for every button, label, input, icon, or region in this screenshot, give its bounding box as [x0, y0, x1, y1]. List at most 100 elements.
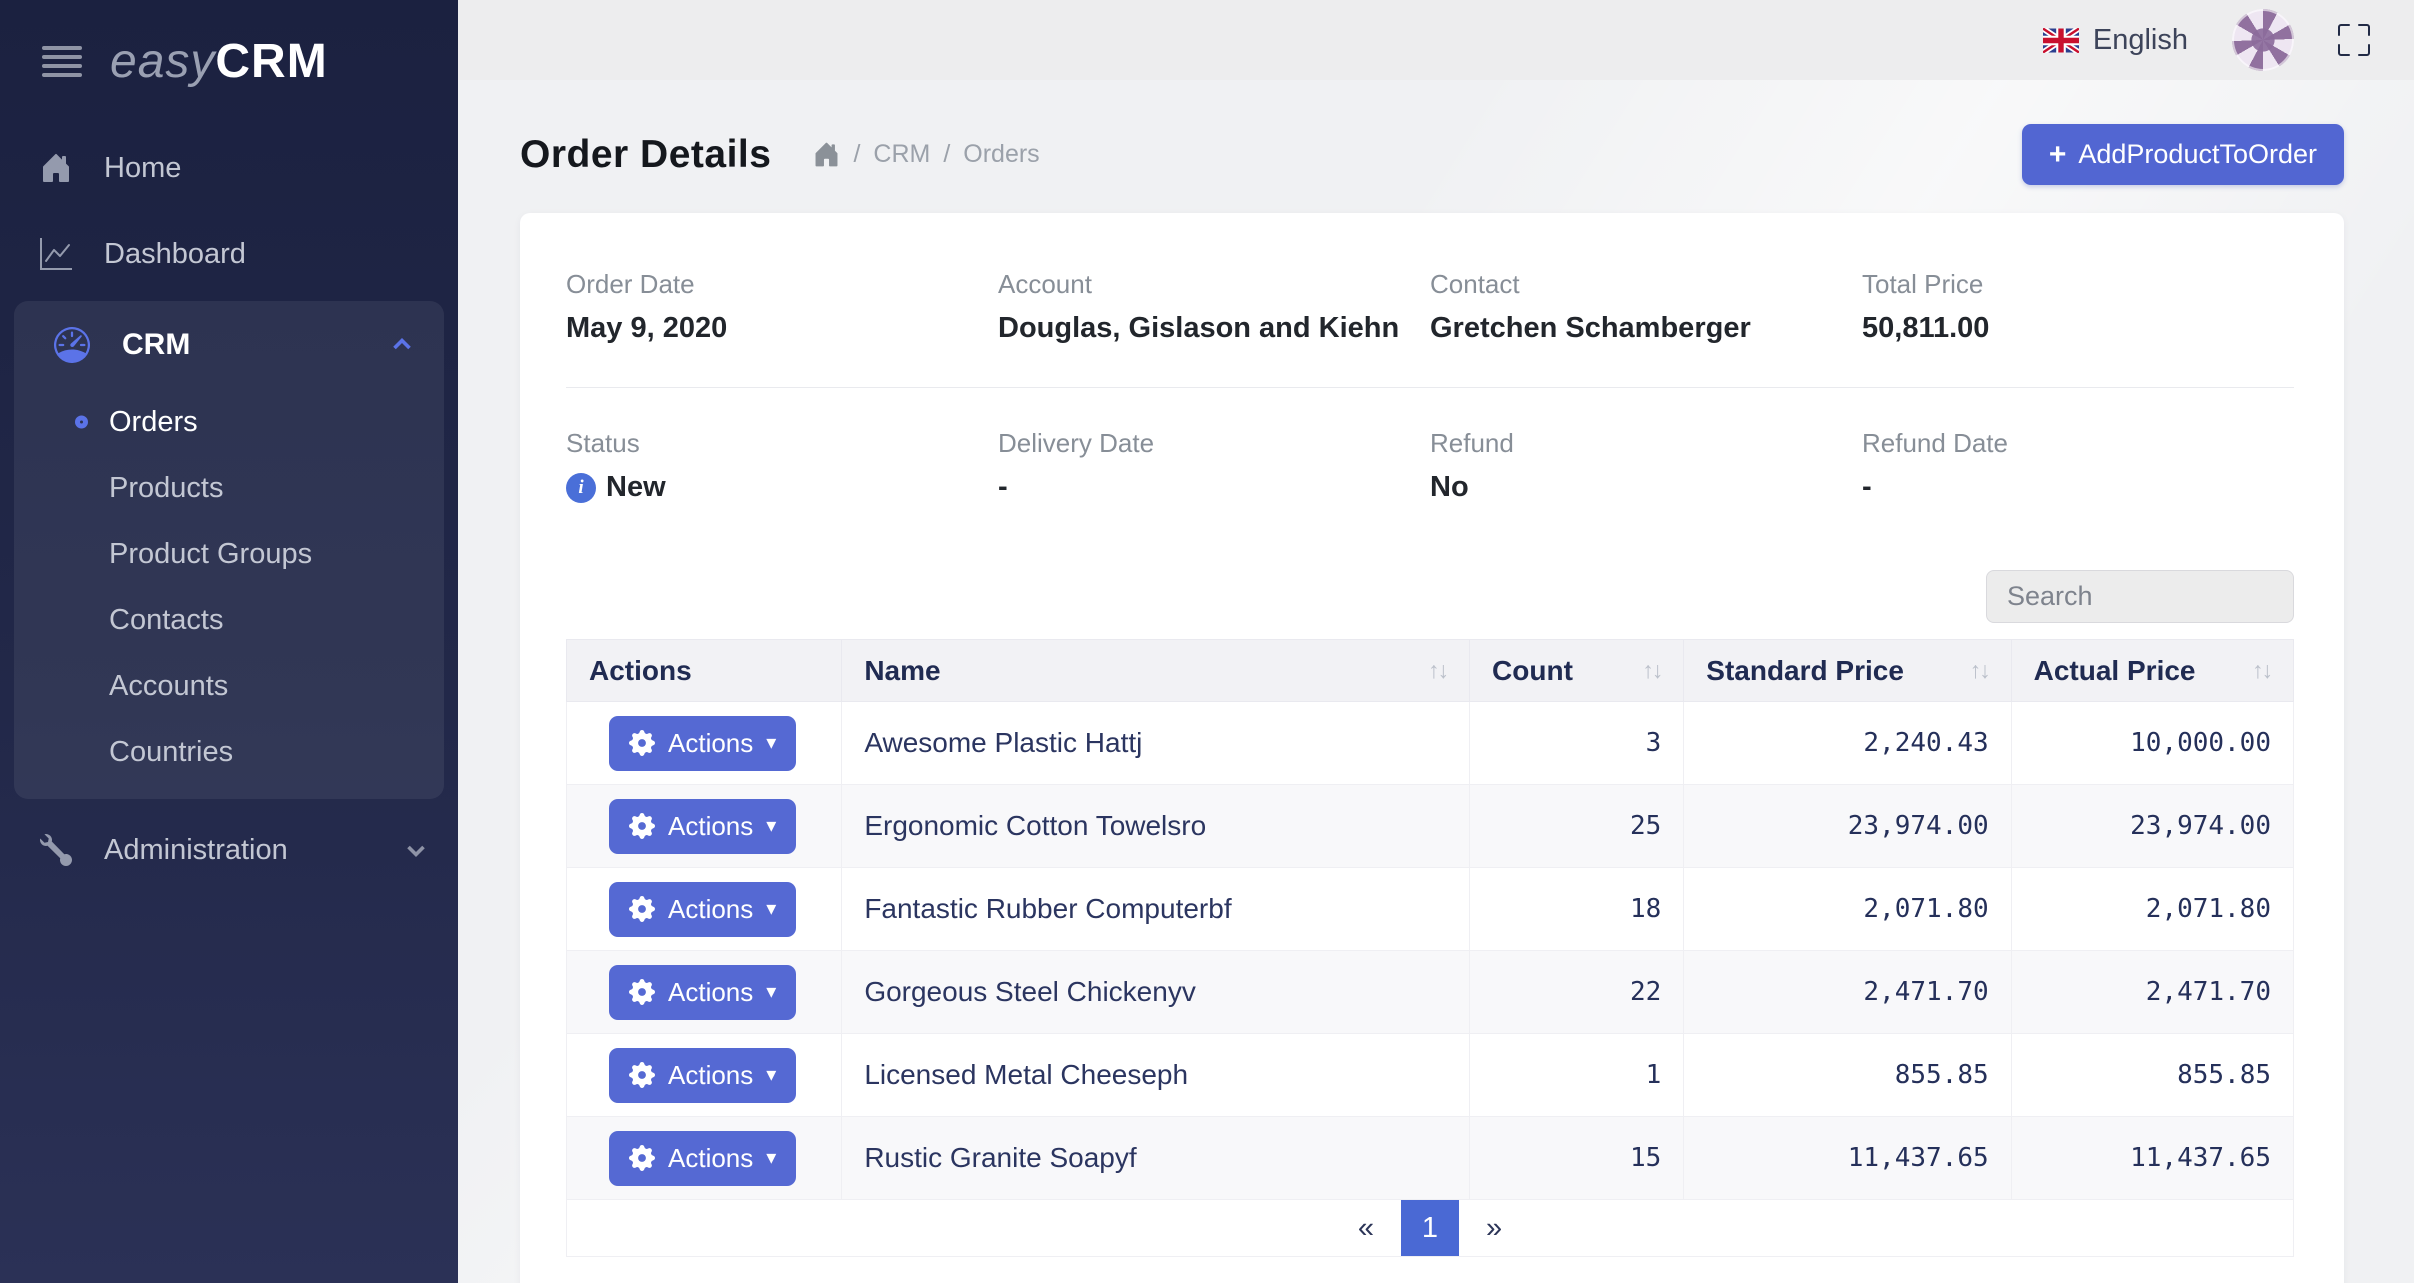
breadcrumb: / CRM / Orders	[813, 140, 1040, 169]
add-button-label: AddProductToOrder	[2078, 139, 2317, 169]
gear-icon	[629, 1145, 655, 1171]
field-value: No	[1430, 471, 1469, 503]
gear-icon	[629, 1062, 655, 1088]
caret-down-icon: ▾	[766, 1064, 777, 1086]
fullscreen-button[interactable]	[2338, 24, 2370, 56]
brand-light: easy	[110, 35, 216, 88]
sort-icon: ↑↓	[1428, 657, 1449, 683]
gauge-icon	[54, 327, 90, 363]
pagination-prev-button[interactable]: «	[1357, 1211, 1374, 1244]
language-selector[interactable]: English	[2042, 23, 2188, 57]
pagination-next-button[interactable]: »	[1486, 1211, 1503, 1244]
order-field-refund: Refund No	[1430, 428, 1862, 504]
row-actions-button[interactable]: Actions ▾	[609, 1130, 797, 1186]
sidebar-item-label: Orders	[109, 405, 198, 438]
product-name: Ergonomic Cotton Towelsro	[841, 784, 1471, 868]
sidebar-item-home[interactable]: Home	[0, 125, 458, 211]
table-row: Actions ▾ Rustic Granite Soapyf 15 11,437…	[565, 1116, 2295, 1200]
field-label: Refund Date	[1862, 428, 2008, 458]
user-avatar[interactable]	[2232, 9, 2294, 71]
column-header-name[interactable]: Name ↑↓	[841, 639, 1471, 702]
field-value: May 9, 2020	[566, 312, 728, 344]
sidebar: easyCRM Home Dashboard CRM Orders Produc…	[0, 0, 458, 1283]
gear-icon	[629, 979, 655, 1005]
column-header-count[interactable]: Count ↑↓	[1469, 639, 1685, 702]
sidebar-item-label: Contacts	[109, 603, 224, 636]
gear-icon	[629, 813, 655, 839]
field-label: Status	[566, 428, 640, 458]
dashboard-chart-icon	[40, 238, 72, 270]
sidebar-item-crm[interactable]: CRM	[14, 301, 444, 389]
field-value: Gretchen Schamberger	[1430, 312, 1751, 344]
pagination: « 1 »	[566, 1200, 2294, 1257]
product-count: 3	[1469, 701, 1685, 785]
column-header-standard-price[interactable]: Standard Price ↑↓	[1683, 639, 2012, 702]
order-field-refund-date: Refund Date -	[1862, 428, 2294, 504]
breadcrumb-separator: /	[943, 140, 951, 168]
sort-icon: ↑↓	[1642, 657, 1663, 683]
order-field-total-price: Total Price 50,811.00	[1862, 269, 2294, 345]
sidebar-item-administration[interactable]: Administration	[0, 805, 458, 895]
product-count: 25	[1469, 784, 1685, 868]
product-actual-price: 855.85	[2010, 1033, 2295, 1117]
home-icon	[43, 153, 69, 182]
sidebar-item-contacts[interactable]: Contacts	[14, 587, 444, 653]
sidebar-item-dashboard[interactable]: Dashboard	[0, 211, 458, 297]
product-count: 1	[1469, 1033, 1685, 1117]
row-actions-button[interactable]: Actions ▾	[609, 1047, 797, 1103]
sort-icon: ↑↓	[1969, 657, 1991, 683]
sidebar-item-product-groups[interactable]: Product Groups	[14, 521, 444, 587]
caret-down-icon: ▾	[766, 815, 777, 837]
breadcrumb-home-icon[interactable]	[813, 141, 840, 168]
product-name: Gorgeous Steel Chickenyv	[841, 950, 1471, 1034]
fullscreen-icon	[2338, 24, 2370, 56]
sidebar-item-label: Countries	[109, 735, 234, 768]
product-name: Rustic Granite Soapyf	[841, 1116, 1471, 1200]
caret-down-icon: ▾	[766, 1147, 777, 1169]
gear-icon	[629, 730, 655, 756]
sidebar-item-products[interactable]: Products	[14, 455, 444, 521]
product-count: 18	[1469, 867, 1685, 951]
sidebar-item-accounts[interactable]: Accounts	[14, 653, 444, 719]
chevron-down-icon	[407, 845, 425, 858]
column-header-actions: Actions	[565, 639, 843, 702]
topbar: English	[458, 0, 2414, 80]
row-actions-button[interactable]: Actions ▾	[609, 964, 797, 1020]
field-label: Order Date	[566, 269, 695, 299]
order-field-order-date: Order Date May 9, 2020	[566, 269, 998, 345]
field-value: Douglas, Gislason and Kiehn	[998, 312, 1400, 344]
add-product-to-order-button[interactable]: + AddProductToOrder	[2021, 124, 2344, 185]
row-actions-button[interactable]: Actions ▾	[609, 715, 797, 771]
sidebar-item-orders[interactable]: Orders	[14, 389, 444, 455]
caret-down-icon: ▾	[766, 898, 777, 920]
uk-flag-icon	[2042, 27, 2079, 53]
sidebar-item-label: Product Groups	[109, 537, 313, 570]
breadcrumb-crm[interactable]: CRM	[873, 140, 931, 168]
menu-toggle-icon[interactable]	[42, 46, 82, 77]
field-label: Contact	[1430, 269, 1520, 299]
caret-down-icon: ▾	[766, 732, 777, 754]
search-input[interactable]	[1986, 570, 2294, 623]
product-standard-price: 2,471.70	[1683, 950, 2012, 1034]
active-bullet-icon	[75, 415, 88, 429]
field-value: -	[1862, 471, 1872, 503]
product-name: Fantastic Rubber Computerbf	[841, 867, 1471, 951]
wrench-icon	[40, 834, 72, 866]
product-actual-price: 2,071.80	[2010, 867, 2295, 951]
status-value: New	[606, 471, 666, 503]
sidebar-item-label: Administration	[104, 833, 288, 866]
row-actions-button[interactable]: Actions ▾	[609, 798, 797, 854]
row-actions-button[interactable]: Actions ▾	[609, 881, 797, 937]
field-label: Total Price	[1862, 269, 1984, 299]
pagination-page-1[interactable]: 1	[1401, 1200, 1459, 1256]
sort-icon: ↑↓	[2252, 657, 2273, 683]
info-icon: i	[566, 472, 596, 503]
main-content: Order Details / CRM / Orders + AddProduc…	[458, 80, 2414, 1283]
sidebar-item-countries[interactable]: Countries	[14, 719, 444, 785]
breadcrumb-orders[interactable]: Orders	[963, 140, 1040, 168]
language-label: English	[2092, 23, 2188, 56]
product-name: Licensed Metal Cheeseph	[841, 1033, 1471, 1117]
product-standard-price: 2,240.43	[1683, 701, 2012, 785]
product-name: Awesome Plastic Hattj	[841, 701, 1471, 785]
column-header-actual-price[interactable]: Actual Price ↑↓	[2010, 639, 2295, 702]
